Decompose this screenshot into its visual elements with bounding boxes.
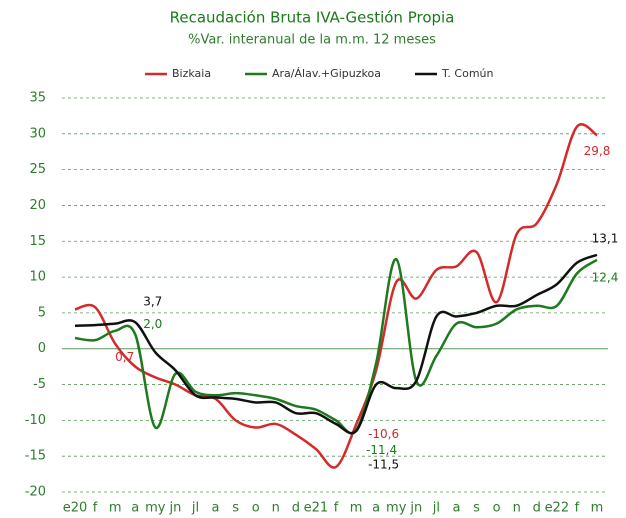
- x-tick-label: e22: [545, 501, 570, 516]
- x-tick-label: a: [372, 501, 380, 516]
- x-tick-label: e21: [304, 501, 329, 516]
- x-tick-label: m: [350, 501, 363, 516]
- legend-label: Bizkaia: [172, 67, 211, 80]
- x-tick-label: a: [131, 501, 139, 516]
- x-tick-label: f: [334, 501, 339, 516]
- series-line: [74, 257, 598, 435]
- data-label: 2,0: [143, 317, 162, 331]
- y-tick-label: -15: [25, 449, 46, 464]
- x-tick-label: jn: [409, 501, 422, 516]
- y-tick-label: 5: [38, 305, 46, 320]
- data-label: 3,7: [143, 295, 162, 309]
- y-tick-label: 15: [29, 234, 46, 249]
- x-tick-label: jl: [191, 501, 199, 516]
- y-tick-label: -5: [33, 377, 46, 392]
- x-tick-label: my: [386, 501, 407, 516]
- chart-title: Recaudación Bruta IVA-Gestión Propia: [170, 9, 455, 27]
- x-tick-label: a: [212, 501, 220, 516]
- data-label: -10,6: [368, 427, 399, 441]
- series-line: [74, 253, 598, 435]
- data-label: 29,8: [584, 144, 611, 158]
- y-tick-label: 35: [29, 91, 46, 106]
- x-tick-label: a: [452, 501, 460, 516]
- series-line: [74, 123, 598, 469]
- y-tick-label: -20: [25, 485, 46, 500]
- legend-label: T. Común: [441, 67, 494, 80]
- data-label: 0,7: [115, 350, 134, 364]
- y-tick-label: 10: [29, 270, 46, 285]
- x-tick-label: f: [575, 501, 580, 516]
- data-label: 12,4: [592, 270, 619, 284]
- y-tick-label: 25: [29, 162, 46, 177]
- x-tick-label: m: [109, 501, 122, 516]
- y-tick-label: -10: [25, 413, 46, 428]
- x-tick-label: e20: [63, 501, 88, 516]
- x-tick-label: s: [232, 501, 239, 516]
- y-tick-label: 30: [29, 126, 46, 141]
- data-label: 13,1: [592, 231, 619, 245]
- x-tick-label: f: [93, 501, 98, 516]
- y-tick-label: 0: [38, 341, 46, 356]
- x-tick-label: s: [473, 501, 480, 516]
- x-tick-label: jn: [168, 501, 181, 516]
- x-tick-label: o: [493, 501, 501, 516]
- x-tick-label: m: [591, 501, 604, 516]
- chart-subtitle: %Var. interanual de la m.m. 12 meses: [188, 33, 436, 48]
- x-tick-label: d: [533, 501, 541, 516]
- x-tick-label: o: [252, 501, 260, 516]
- y-tick-label: 20: [29, 198, 46, 213]
- x-tick-label: my: [145, 501, 166, 516]
- x-tick-label: n: [513, 501, 521, 516]
- legend-label: Ara/Álav.+Gipuzkoa: [272, 67, 381, 80]
- x-tick-label: d: [292, 501, 300, 516]
- data-label: -11,5: [368, 458, 399, 472]
- x-tick-label: n: [272, 501, 280, 516]
- data-label: -11,4: [366, 443, 397, 457]
- x-tick-label: jl: [432, 501, 440, 516]
